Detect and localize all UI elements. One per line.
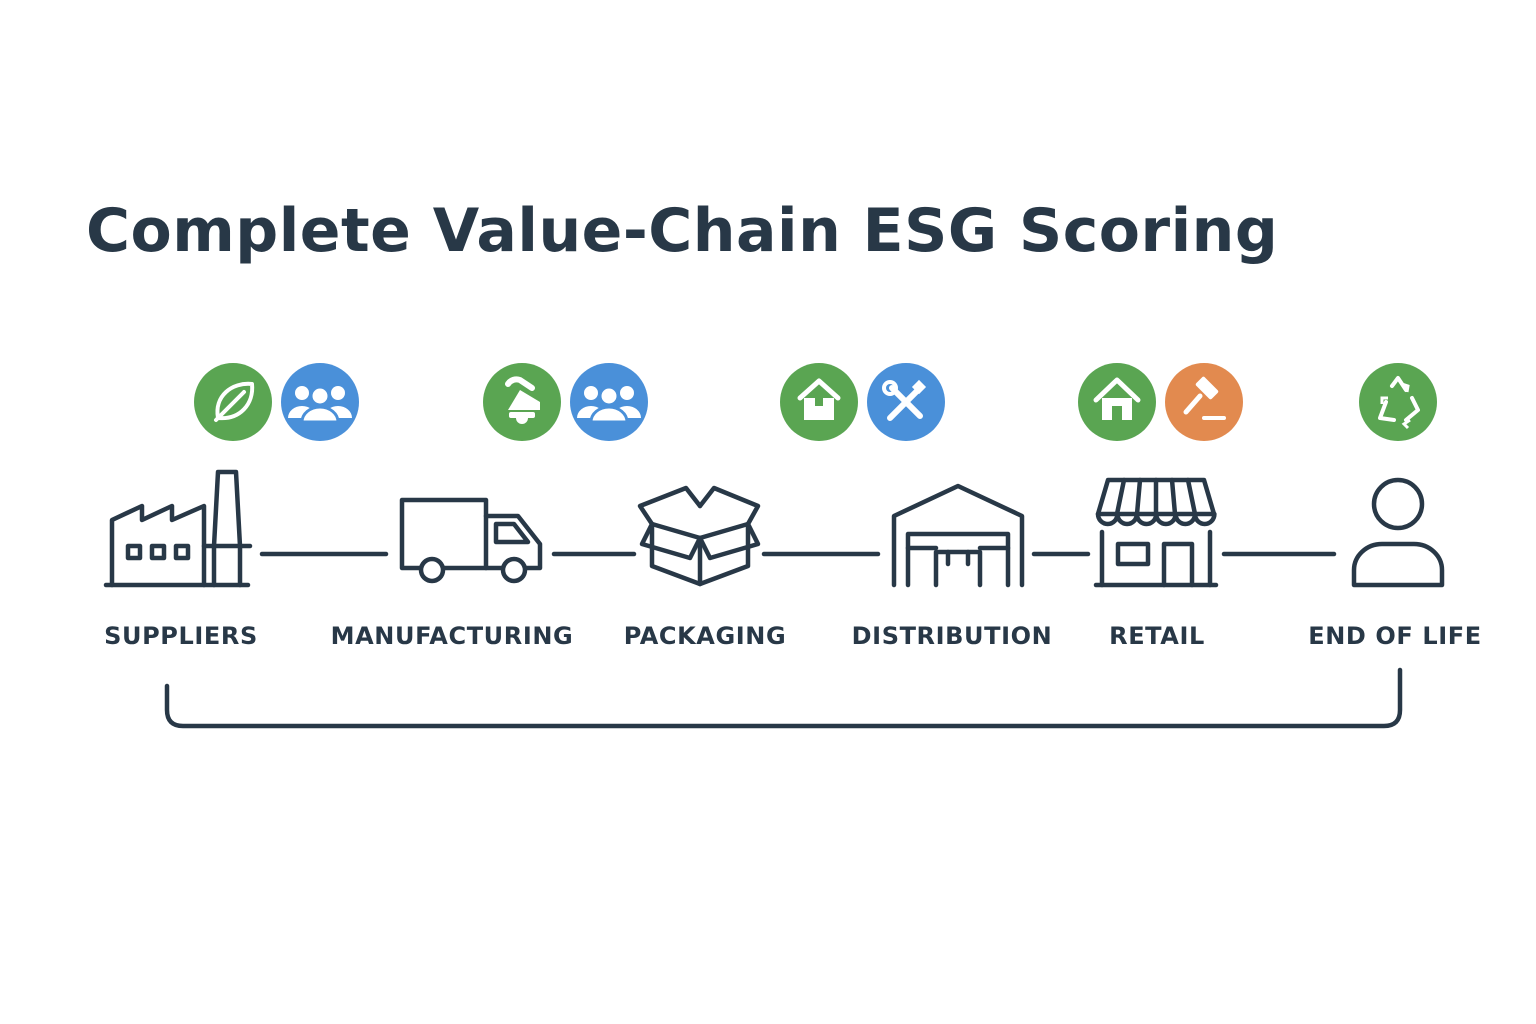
tools-icon <box>867 363 945 441</box>
gavel-icon <box>1165 363 1243 441</box>
robot-arm-icon <box>483 363 561 441</box>
stage-label-packaging: PACKAGING <box>624 622 787 650</box>
people-icon <box>570 363 648 441</box>
person-icon <box>1351 477 1445 588</box>
stage-label-suppliers: SUPPLIERS <box>104 622 258 650</box>
house-icon <box>1078 363 1156 441</box>
recycle-icon <box>1359 363 1437 441</box>
storefront-icon <box>1093 477 1219 588</box>
factory-icon <box>103 469 253 588</box>
package-home-icon <box>780 363 858 441</box>
stage-label-distribution: DISTRIBUTION <box>852 622 1053 650</box>
truck-icon <box>399 497 543 584</box>
open-box-icon <box>637 485 761 587</box>
warehouse-icon <box>891 483 1025 588</box>
stage-label-retail: RETAIL <box>1109 622 1205 650</box>
scope-bracket <box>164 667 1403 729</box>
leaf-icon <box>194 363 272 441</box>
stage-label-manufacturing: MANUFACTURING <box>331 622 574 650</box>
people-icon <box>281 363 359 441</box>
page-title: Complete Value-Chain ESG Scoring <box>86 196 1279 266</box>
stage-label-end-of-life: END OF LIFE <box>1308 622 1482 650</box>
